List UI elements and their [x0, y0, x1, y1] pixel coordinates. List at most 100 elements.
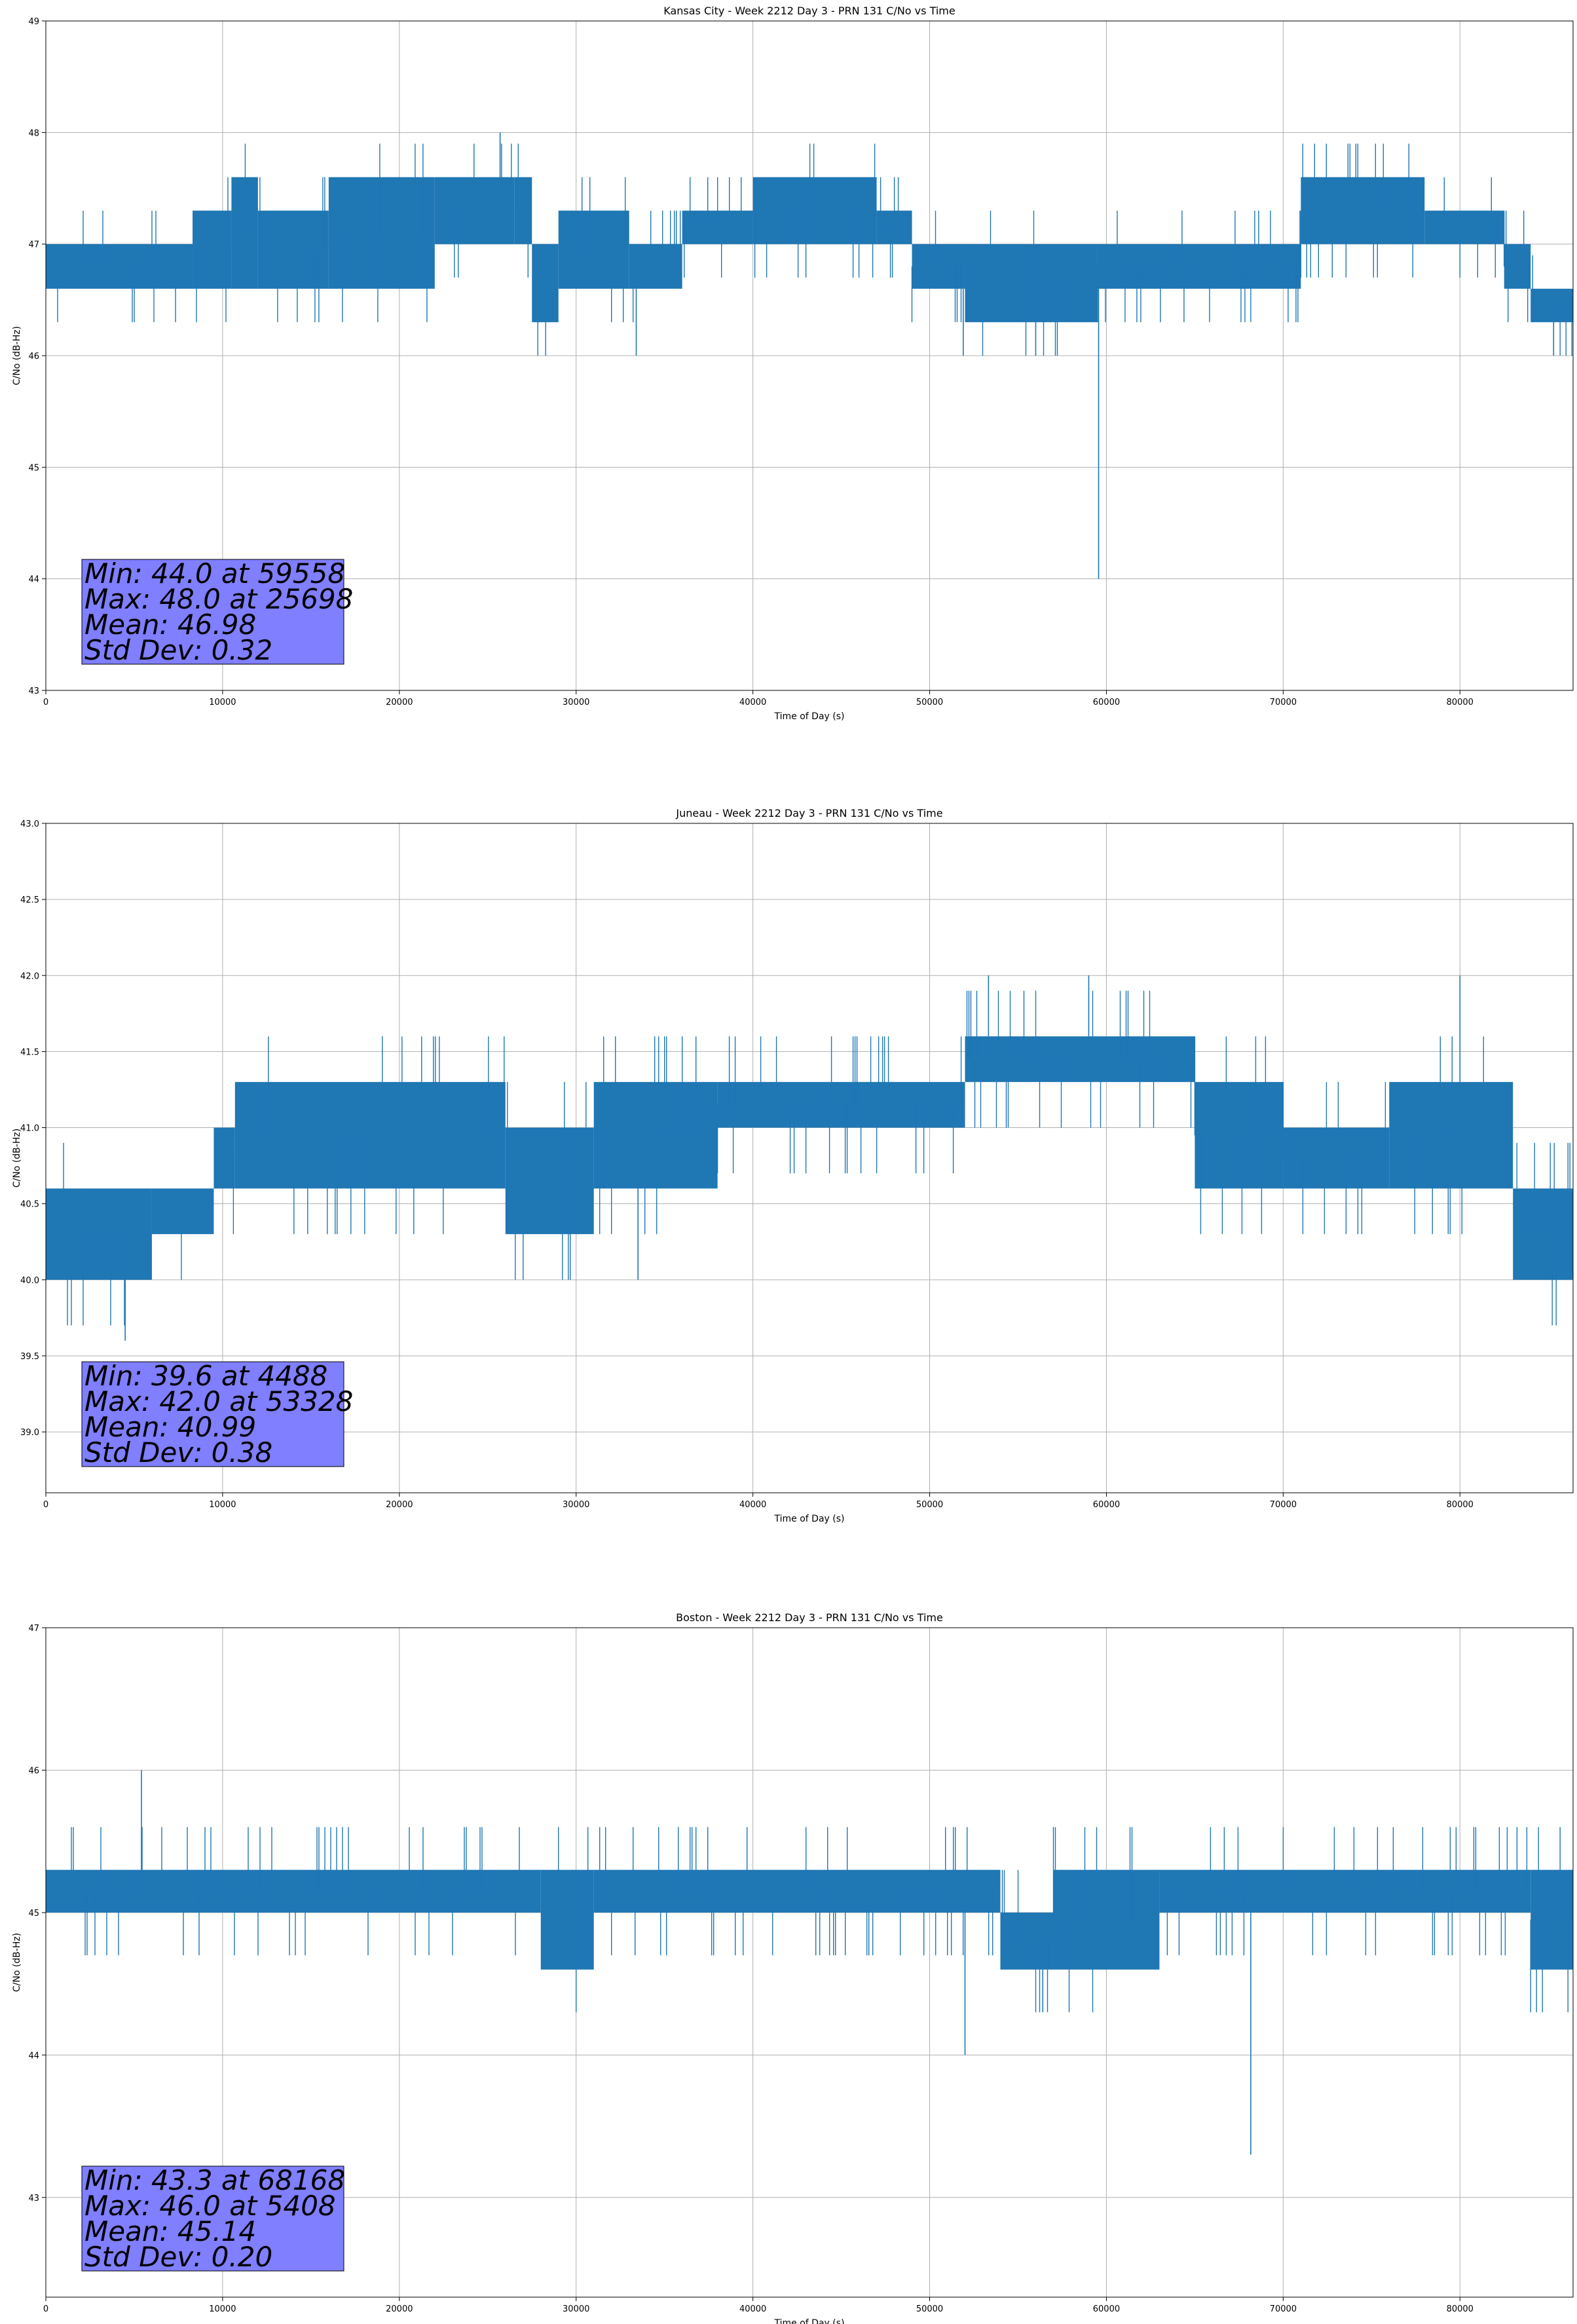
y-tick-label: 43: [28, 686, 39, 696]
plot-frame: [45, 1627, 1574, 2298]
series-band: [912, 244, 965, 289]
series-excursions: [1166, 1827, 1528, 1956]
series-excursions: [537, 283, 546, 356]
y-tick-label: 40.0: [20, 1276, 39, 1286]
chart-title: Juneau - Week 2212 Day 3 - PRN 131 C/No …: [675, 807, 942, 819]
series-excursions: [1532, 255, 1572, 356]
series-excursions: [599, 1827, 993, 1956]
y-tick-label: 45: [28, 463, 39, 473]
series-band: [46, 1869, 541, 1913]
y-tick-label: 48: [28, 128, 39, 138]
stat-min: Min: 39.6 at 4488: [84, 1360, 327, 1392]
x-tick-label: 0: [43, 2304, 48, 2314]
x-tick-label: 70000: [1270, 2304, 1297, 2314]
x-tick-label: 10000: [209, 698, 236, 707]
x-tick-label: 60000: [1093, 1500, 1120, 1510]
y-axis-label: C/No (dB-Hz): [12, 1933, 22, 1992]
x-tick-label: 40000: [739, 2304, 766, 2314]
y-tick-label: 44: [28, 575, 39, 585]
series-cno: [46, 975, 1573, 1341]
series-band: [965, 244, 1098, 322]
series-excursions: [880, 177, 899, 278]
series-excursions: [716, 1036, 962, 1174]
series-excursions: [63, 1142, 125, 1326]
series-cno: [46, 1770, 1573, 2155]
series-band: [1424, 210, 1504, 244]
x-tick-label: 30000: [563, 1500, 589, 1510]
x-tick-label: 20000: [386, 698, 413, 707]
series-excursions: [1282, 1081, 1386, 1235]
series-excursions: [57, 210, 176, 322]
series-excursions: [259, 177, 325, 322]
x-axis-label: Time of Day (s): [774, 2318, 845, 2324]
stat-mean: Mean: 40.99: [84, 1411, 256, 1443]
x-tick-label: 10000: [209, 2304, 236, 2314]
x-tick-label: 20000: [386, 2304, 413, 2314]
stat-std-dev: Std Dev: 0.38: [84, 1436, 272, 1469]
y-tick-label: 42.5: [20, 895, 39, 905]
series-excursions: [1097, 210, 1301, 322]
series-band: [965, 1036, 1195, 1082]
chart-panel-boston: 0 10000 20000 30000 40000 50000 60000 70000 8000…: [12, 1611, 1574, 2324]
series-excursions: [507, 1081, 587, 1280]
series-excursions: [1052, 1827, 1133, 2013]
y-tick-label: 49: [28, 17, 39, 27]
y-tick-label: 47: [28, 240, 39, 250]
y-tick-label: 45: [28, 1909, 39, 1919]
series-band: [46, 1188, 152, 1280]
series-band: [629, 244, 682, 289]
series-band: [328, 177, 435, 289]
chart-panel-juneau: 0 10000 20000 30000 40000 50000 60000 70000 8000…: [12, 807, 1574, 1524]
series-excursions: [342, 143, 428, 322]
stats-box-background: [81, 2165, 344, 2272]
x-tick-label: 30000: [563, 698, 589, 707]
series-band: [1389, 1081, 1513, 1189]
series-excursions: [71, 1827, 520, 1956]
series-excursions: [982, 210, 1058, 356]
series-excursions: [582, 177, 626, 322]
x-tick-label: 50000: [916, 698, 943, 707]
chart-title: Boston - Week 2212 Day 3 - PRN 131 C/No …: [676, 1611, 943, 1624]
series-band: [532, 244, 559, 322]
stats-box-background: [81, 559, 344, 665]
x-tick-label: 80000: [1447, 698, 1474, 707]
x-tick-label: 30000: [563, 2304, 589, 2314]
series-excursions: [599, 1036, 697, 1235]
series-excursions: [1001, 1869, 1048, 2013]
series-excursions: [1300, 143, 1413, 278]
series-excursions: [633, 210, 681, 322]
series-band: [1301, 177, 1425, 244]
series-band: [717, 1081, 965, 1128]
x-tick-label: 50000: [916, 2304, 943, 2314]
plot-frame: [45, 823, 1574, 1493]
x-tick-label: 80000: [1447, 2304, 1474, 2314]
series-excursions: [1504, 210, 1529, 322]
series-band: [257, 210, 329, 289]
series-band: [1531, 288, 1573, 322]
series-excursions: [268, 1036, 505, 1235]
stat-max: Max: 46.0 at 5408: [84, 2190, 336, 2222]
series-excursions: [966, 990, 1192, 1128]
x-tick-label: 10000: [209, 1500, 236, 1510]
stat-mean: Mean: 46.98: [84, 609, 256, 641]
x-tick-label: 50000: [916, 1500, 943, 1510]
x-axis-label: Time of Day (s): [774, 711, 845, 722]
y-tick-label: 44: [28, 2051, 39, 2061]
series-excursions: [1516, 1142, 1570, 1326]
series-band: [1097, 244, 1301, 289]
series-band: [593, 1081, 718, 1189]
stat-min: Min: 44.0 at 59558: [84, 557, 345, 590]
x-tick-label: 70000: [1270, 698, 1297, 707]
series-band: [213, 1127, 235, 1189]
y-tick-label: 41.0: [20, 1124, 39, 1134]
series-excursions: [1443, 177, 1496, 278]
x-tick-label: 20000: [386, 1500, 413, 1510]
y-tick-label: 42.0: [20, 971, 39, 981]
series-band: [1283, 1127, 1390, 1189]
series-cno: [46, 132, 1573, 579]
series-excursions: [558, 1827, 589, 2013]
stats-box: Min: 43.3 at 68168 Max: 46.0 at 5408 Mea…: [81, 2164, 345, 2273]
x-axis-label: Time of Day (s): [774, 1514, 845, 1524]
series-band: [1000, 1912, 1054, 1970]
